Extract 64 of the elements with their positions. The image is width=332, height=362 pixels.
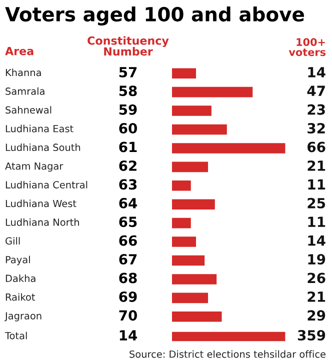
- bar: [172, 255, 205, 266]
- text: 70: [119, 310, 137, 321]
- data-label: 21: [308, 291, 326, 302]
- text: Constituency Number: [88, 36, 169, 56]
- bar: [172, 124, 227, 135]
- y-tick-label: Ludhiana Central: [6, 180, 88, 188]
- text: 69: [119, 291, 137, 302]
- chart-title: Voters aged 100 and above: [5, 6, 304, 26]
- bar: [172, 143, 286, 154]
- text: 64: [119, 198, 138, 208]
- bar: [172, 292, 208, 304]
- text: 66: [119, 235, 137, 246]
- y-tick-label: Gill: [6, 237, 20, 245]
- text: 65: [119, 216, 137, 228]
- text: 68: [119, 272, 137, 284]
- y-tick-label: Samrala: [6, 87, 44, 95]
- x-axis-title: 100+ voters: [288, 38, 326, 56]
- data-label: 14: [308, 67, 326, 78]
- bar: [172, 236, 196, 247]
- data-label: 359: [298, 330, 326, 341]
- bar: [172, 180, 191, 191]
- bar: [172, 218, 191, 228]
- y-tick-label: Jagraon: [4, 312, 42, 322]
- bar: [172, 106, 212, 116]
- text: 14: [120, 330, 138, 340]
- data-label: 29: [308, 310, 326, 321]
- bar: [172, 274, 217, 284]
- bar: [172, 199, 215, 210]
- y-axis-title: Area: [5, 46, 34, 56]
- data-label: 11: [308, 179, 326, 190]
- y-tick-label: Ludhiana West: [6, 200, 76, 208]
- data-label: 11: [308, 216, 326, 227]
- y-tick-label: Total: [4, 332, 27, 340]
- data-label: 19: [308, 254, 326, 265]
- y-tick-label: Payal: [6, 256, 30, 266]
- y-tick-label: Dakha: [6, 274, 36, 282]
- data-label: 66: [308, 142, 326, 152]
- bar: [172, 68, 196, 79]
- y-tick-label: Sahnewal: [6, 106, 52, 114]
- y-tick-label: Khanna: [6, 68, 41, 76]
- bar: [172, 86, 253, 98]
- text: 62: [119, 160, 136, 171]
- text: 57: [119, 67, 137, 78]
- data-label: 23: [308, 104, 325, 115]
- data-label: 21: [308, 160, 326, 171]
- data-label: 26: [308, 272, 326, 284]
- y-tick-label: Ludhiana North: [6, 218, 79, 226]
- bar: [172, 311, 222, 322]
- y-tick-label: Atam Nagar: [5, 162, 64, 172]
- data-label: 25: [308, 198, 326, 208]
- y-tick-label: Ludhiana South: [6, 144, 80, 152]
- y-tick-label: Raikot: [6, 293, 35, 301]
- text: 60: [119, 123, 137, 134]
- data-label: 32: [308, 123, 325, 134]
- bar: [172, 162, 208, 172]
- text: 67: [119, 254, 137, 265]
- y-tick-label: Ludhiana East: [6, 124, 74, 132]
- text: 59: [119, 104, 137, 115]
- data-label: 47: [307, 86, 325, 96]
- text: 61: [119, 142, 137, 152]
- text: 58: [119, 86, 137, 96]
- annotation: Source: District elections tehsildar office: [130, 350, 326, 358]
- text: 63: [119, 179, 137, 190]
- data-label: 14: [308, 235, 326, 246]
